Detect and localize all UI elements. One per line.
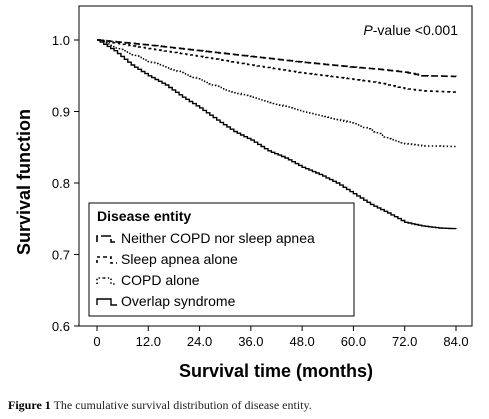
survival-chart: 0 12.0 24.0 36.0 48.0 60.0 72.0 84.0 0.6 0.7 0.8 0.… <box>14 5 473 381</box>
legend: Disease entity Neither COPD nor sleep apn… <box>88 202 355 317</box>
series-line-4 <box>97 39 457 230</box>
legend-label: Sleep apnea alone <box>121 251 238 267</box>
legend-label: Overlap syndrome <box>121 293 236 309</box>
x-tick-label: 12.0 <box>136 334 161 349</box>
legend-swatch <box>96 256 117 264</box>
y-tick-label: 0.6 <box>52 319 70 334</box>
figure-caption-text: The cumulative survival distribution of … <box>50 398 312 412</box>
legend-label: Neither COPD nor sleep apnea <box>121 230 315 246</box>
y-tick-label: 0.7 <box>52 248 70 263</box>
x-tick-label: 36.0 <box>238 334 263 349</box>
x-tick-label: 48.0 <box>289 334 314 349</box>
y-tick-label: 0.8 <box>52 176 70 191</box>
x-tick-label: 84.0 <box>443 334 468 349</box>
legend-label: COPD alone <box>121 272 200 288</box>
series-line-1 <box>97 39 457 78</box>
series-line-2 <box>97 39 457 93</box>
x-tick-label: 0 <box>93 334 100 349</box>
figure-caption: Figure 1 The cumulative survival distrib… <box>8 398 312 413</box>
legend-title: Disease entity <box>97 208 191 224</box>
figure-label: Figure 1 <box>8 398 51 412</box>
y-tick-label: 0.9 <box>52 105 70 120</box>
legend-swatch <box>96 235 117 243</box>
x-tick-label: 24.0 <box>187 334 212 349</box>
x-axis-title: Survival time (months) <box>179 361 373 381</box>
axes: 0 12.0 24.0 36.0 48.0 60.0 72.0 84.0 0.6 0.7 0.8 0.… <box>52 5 473 349</box>
legend-box <box>88 202 355 317</box>
y-tick-label: 1.0 <box>52 33 70 48</box>
series-lines <box>97 39 457 230</box>
x-tick-label: 60.0 <box>341 334 366 349</box>
plot-frame <box>78 5 473 327</box>
legend-swatch <box>96 277 117 285</box>
legend-swatch <box>96 298 117 306</box>
y-axis-title: Survival function <box>14 109 34 255</box>
x-tick-label: 72.0 <box>392 334 417 349</box>
series-line-3 <box>97 39 456 148</box>
p-value-annotation: P-value <0.001 <box>363 22 458 38</box>
